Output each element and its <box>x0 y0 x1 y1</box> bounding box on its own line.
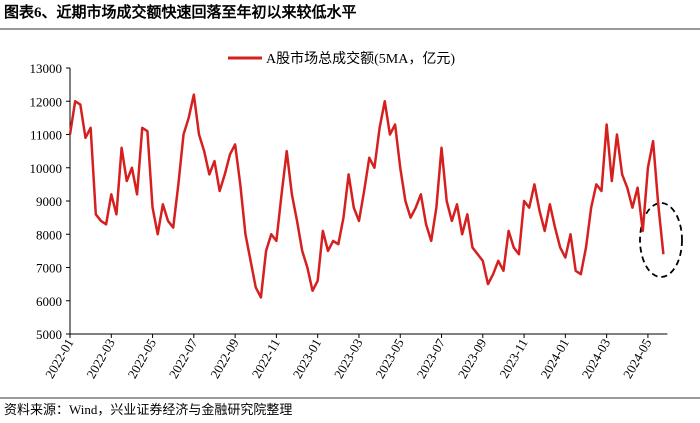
chart-title: 图表6、近期市场成交额快速回落至年初以来较低水平 <box>4 3 357 21</box>
x-tick-label: 2022-09 <box>207 336 242 381</box>
y-tick-label: 13000 <box>30 61 63 76</box>
x-tick-label: 2022-05 <box>124 336 159 381</box>
x-tick-label: 2022-03 <box>83 336 118 381</box>
x-tick-label: 2023-09 <box>455 336 490 381</box>
x-tick-label: 2024-03 <box>579 336 614 381</box>
x-tick-label: 2022-07 <box>166 336 201 381</box>
x-tick-label: 2024-01 <box>537 336 572 381</box>
source: 资料来源：Wind，兴业证券经济与金融研究院整理 <box>4 402 292 417</box>
y-tick-label: 6000 <box>36 294 62 309</box>
highlight-ellipse <box>639 202 683 278</box>
x-tick-label: 2023-03 <box>331 336 366 381</box>
legend-label: A股市场总成交额(5MA，亿元) <box>266 50 455 67</box>
y-tick-label: 11000 <box>30 128 62 143</box>
line-series <box>68 93 665 299</box>
y-tick-label: 9000 <box>36 194 62 209</box>
y-tick-label: 10000 <box>30 161 63 176</box>
y-tick-label: 12000 <box>30 94 63 109</box>
x-tick-label: 2023-01 <box>290 336 325 381</box>
x-tick-label: 2023-07 <box>413 336 448 381</box>
y-tick-label: 8000 <box>36 227 62 242</box>
x-tick-label: 2023-11 <box>496 336 530 381</box>
x-tick-label: 2024-05 <box>620 336 655 381</box>
x-tick-label: 2022-01 <box>42 336 77 381</box>
y-tick-label: 7000 <box>36 261 62 276</box>
x-tick-label: 2023-05 <box>372 336 407 381</box>
x-tick-label: 2022-11 <box>249 336 283 381</box>
y-tick-label: 5000 <box>36 327 62 342</box>
